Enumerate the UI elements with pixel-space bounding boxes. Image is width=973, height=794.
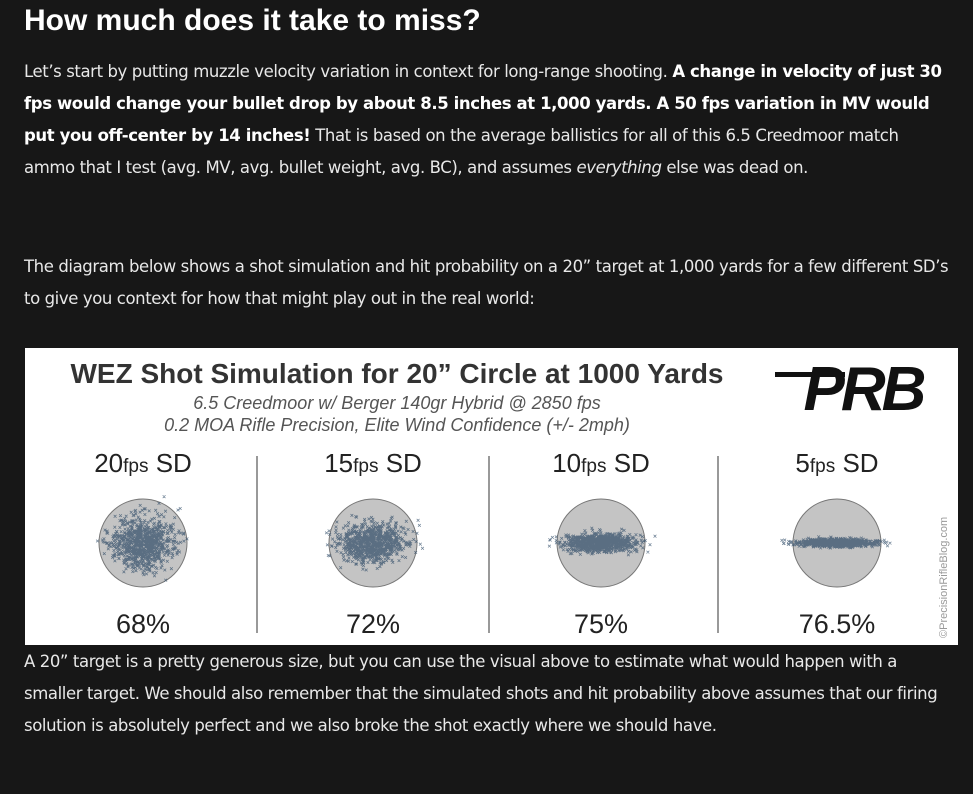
paragraph: The diagram below shows a shot simulatio…	[24, 251, 949, 315]
figure-subtitle: 0.2 MOA Rifle Precision, Elite Wind Conf…	[164, 415, 630, 435]
text-run: The diagram below shows a shot simulatio…	[24, 257, 949, 308]
shot-scatter	[95, 495, 189, 582]
logo-text: PRB	[804, 355, 925, 424]
figure-graphic: WEZ Shot Simulation for 20” Circle at 10…	[70, 355, 950, 639]
hit-probability: 68%	[116, 609, 170, 639]
figure-title: WEZ Shot Simulation for 20” Circle at 10…	[70, 358, 723, 389]
heading: How much does it take to miss?	[24, 4, 481, 37]
panel-label-part: SD	[835, 448, 878, 478]
logo: PRB	[775, 355, 945, 424]
shot-scatter	[780, 535, 892, 550]
shot-scatter	[547, 526, 657, 557]
text-run: everything	[576, 158, 662, 177]
panel-label-part: fps	[123, 456, 148, 477]
panel-label-part: SD	[148, 448, 191, 478]
panel-label: 5fps SD	[795, 448, 878, 478]
hit-probability: 72%	[346, 609, 400, 639]
panel-label-part: fps	[353, 456, 378, 477]
hit-probability: 75%	[574, 609, 628, 639]
panel-label-part: 15	[324, 448, 353, 478]
paragraph: Let’s start by putting muzzle velocity v…	[24, 56, 949, 184]
panel-label-part: SD	[606, 448, 649, 478]
panel-label: 15fps SD	[324, 448, 422, 478]
panel-label-part: 20	[94, 448, 123, 478]
text-run: That is based on the average ballistics …	[24, 126, 899, 177]
paragraph: A 20” target is a pretty generous size, …	[24, 652, 938, 735]
panel-label: 10fps SD	[552, 448, 650, 478]
text-run: else was dead on.	[661, 158, 808, 177]
panel-label: 20fps SD	[94, 448, 192, 478]
panel-label-part: fps	[810, 456, 835, 477]
panel-label-part: 5	[795, 448, 809, 478]
panel-label-part: fps	[581, 456, 606, 477]
shot-scatter	[324, 513, 425, 572]
panel-label-part: SD	[378, 448, 421, 478]
watermark: ©PrecisionRifleBlog.com	[938, 517, 950, 638]
hit-probability: 76.5%	[799, 609, 876, 639]
figure-subtitle: 6.5 Creedmoor w/ Berger 140gr Hybrid @ 2…	[193, 393, 600, 413]
panel-label-part: 10	[552, 448, 581, 478]
figure: WEZ Shot Simulation for 20” Circle at 10…	[25, 348, 958, 645]
text-run: A change in velocity of just 30 fps woul…	[24, 62, 942, 145]
text-run: Let’s start by putting muzzle velocity v…	[24, 62, 673, 81]
